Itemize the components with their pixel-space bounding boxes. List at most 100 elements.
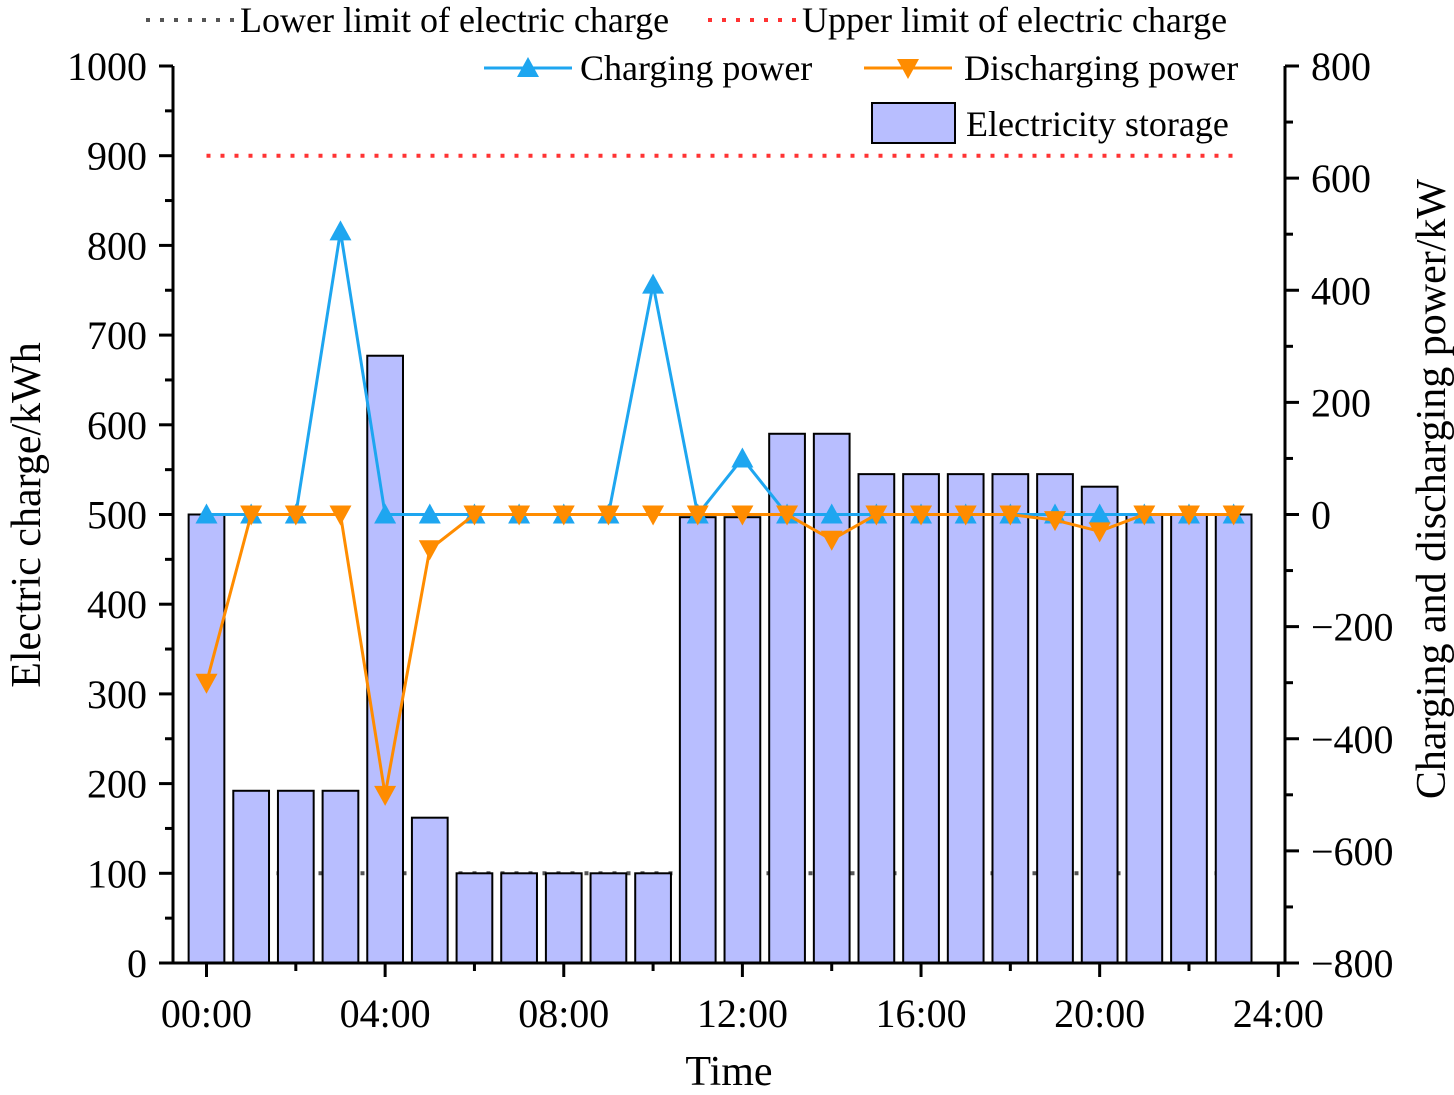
discharging-point-19 <box>1044 511 1067 532</box>
storage-bar-17 <box>946 473 985 964</box>
discharging-point-10 <box>642 505 665 526</box>
y-left-tick-label: 200 <box>87 762 147 807</box>
legend-storage-label: Electricity storage <box>966 104 1229 144</box>
storage-bar-22 <box>1170 513 1208 964</box>
y-left-tick-label: 800 <box>87 223 147 268</box>
y-left-tick-label: 100 <box>87 851 147 896</box>
discharging-point-11 <box>686 505 709 526</box>
y-left-tick-label: 500 <box>87 493 147 538</box>
discharging-point-9 <box>597 505 620 526</box>
storage-bar-19 <box>1036 473 1074 964</box>
storage-bar-18 <box>991 473 1030 964</box>
storage-bar-7 <box>500 872 538 964</box>
storage-bar-20 <box>1080 485 1119 964</box>
y-left-tick-label: 1000 <box>67 44 147 89</box>
legend-storage-swatch <box>871 102 956 144</box>
storage-bar-11 <box>678 516 717 964</box>
y-right-tick-label: −800 <box>1311 941 1394 986</box>
discharging-point-13 <box>776 505 799 526</box>
x-tick-label: 20:00 <box>1054 991 1145 1036</box>
discharging-point-17 <box>954 505 977 526</box>
charging-point-0 <box>195 503 218 524</box>
y-right-tick-label: 800 <box>1311 44 1371 89</box>
discharging-point-0 <box>195 673 218 694</box>
charging-line <box>206 231 1234 518</box>
discharging-point-23 <box>1222 505 1245 526</box>
discharging-point-20 <box>1088 522 1111 543</box>
storage-bar-9 <box>589 872 628 964</box>
y-left-tick-label: 300 <box>87 672 147 717</box>
storage-bar-4 <box>366 354 404 964</box>
discharging-point-6 <box>463 505 486 526</box>
discharging-point-16 <box>910 505 933 526</box>
y-right-tick-label: −600 <box>1311 829 1394 874</box>
discharging-line <box>205 513 1234 796</box>
y-right-tick-label: −400 <box>1311 717 1394 762</box>
legend-charging-marker <box>517 57 539 77</box>
storage-bar-16 <box>902 473 940 964</box>
charging-point-20 <box>1088 503 1111 524</box>
legend-charging-label: Charging power <box>580 48 812 88</box>
storage-bar-2 <box>276 789 315 964</box>
legend-discharging-label: Discharging power <box>964 48 1238 88</box>
storage-bars <box>187 354 1253 964</box>
x-tick-label: 16:00 <box>875 991 966 1036</box>
discharging-point-12 <box>731 505 754 526</box>
tick-labels: 0 100 200 300 400 500 600 700 800 900 1000 −800 −600… <box>67 44 1394 1036</box>
x-tick-label: 00:00 <box>161 991 252 1036</box>
storage-bar-1 <box>232 789 271 964</box>
legend-discharging-marker <box>897 59 919 79</box>
axes <box>159 64 1299 977</box>
legend-lower-limit-label: Lower limit of electric charge <box>240 0 669 40</box>
y-left-tick-label: 700 <box>87 313 147 358</box>
x-tick-label: 12:00 <box>697 991 788 1036</box>
discharging-point-1 <box>240 505 263 526</box>
storage-bar-12 <box>723 516 762 964</box>
power-lines <box>195 220 1245 806</box>
storage-bar-6 <box>455 872 494 964</box>
discharging-point-3 <box>329 505 352 526</box>
x-axis-title: Time <box>685 1049 772 1095</box>
charging-point-4 <box>374 503 397 524</box>
storage-bar-10 <box>634 872 672 964</box>
storage-bar-15 <box>857 473 896 964</box>
discharging-point-5 <box>418 540 441 561</box>
y-right-tick-label: 600 <box>1311 156 1371 201</box>
discharging-point-2 <box>284 505 307 526</box>
y-right-tick-label: 200 <box>1311 380 1371 425</box>
storage-bar-8 <box>544 872 583 964</box>
y-left-tick-label: 900 <box>87 134 147 179</box>
discharging-point-4 <box>374 785 397 806</box>
y-right-tick-label: −200 <box>1311 605 1394 650</box>
storage-bar-0 <box>187 513 226 964</box>
discharging-point-8 <box>552 505 575 526</box>
discharging-point-22 <box>1177 505 1200 526</box>
charging-point-3 <box>329 220 352 241</box>
y-left-axis-title: Electric charge/kWh <box>4 342 50 688</box>
charging-point-12 <box>731 447 754 468</box>
discharging-point-15 <box>865 505 888 526</box>
y-left-tick-label: 600 <box>87 403 147 448</box>
discharging-point-7 <box>508 505 531 526</box>
discharging-point-18 <box>999 505 1022 526</box>
y-left-tick-label: 0 <box>127 941 147 986</box>
charging-point-10 <box>642 273 665 294</box>
discharging-point-14 <box>820 530 843 551</box>
y-right-tick-label: 0 <box>1311 493 1331 538</box>
y-left-tick-label: 400 <box>87 582 147 627</box>
x-tick-label: 08:00 <box>518 991 609 1036</box>
storage-bar-3 <box>321 789 360 964</box>
y-right-tick-label: 400 <box>1311 268 1371 313</box>
x-tick-label: 24:00 <box>1233 991 1324 1036</box>
charging-point-14 <box>820 503 843 524</box>
storage-bar-5 <box>410 816 449 964</box>
charging-point-5 <box>418 503 441 524</box>
legend: Lower limit of electric charge Upper lim… <box>146 0 1238 144</box>
storage-bar-21 <box>1125 513 1164 964</box>
y-right-axis-title: Charging and discharging power/kW <box>1409 179 1454 800</box>
storage-bar-23 <box>1214 513 1253 964</box>
discharging-point-21 <box>1133 505 1156 526</box>
legend-upper-limit-label: Upper limit of electric charge <box>802 0 1227 40</box>
x-tick-label: 04:00 <box>340 991 431 1036</box>
